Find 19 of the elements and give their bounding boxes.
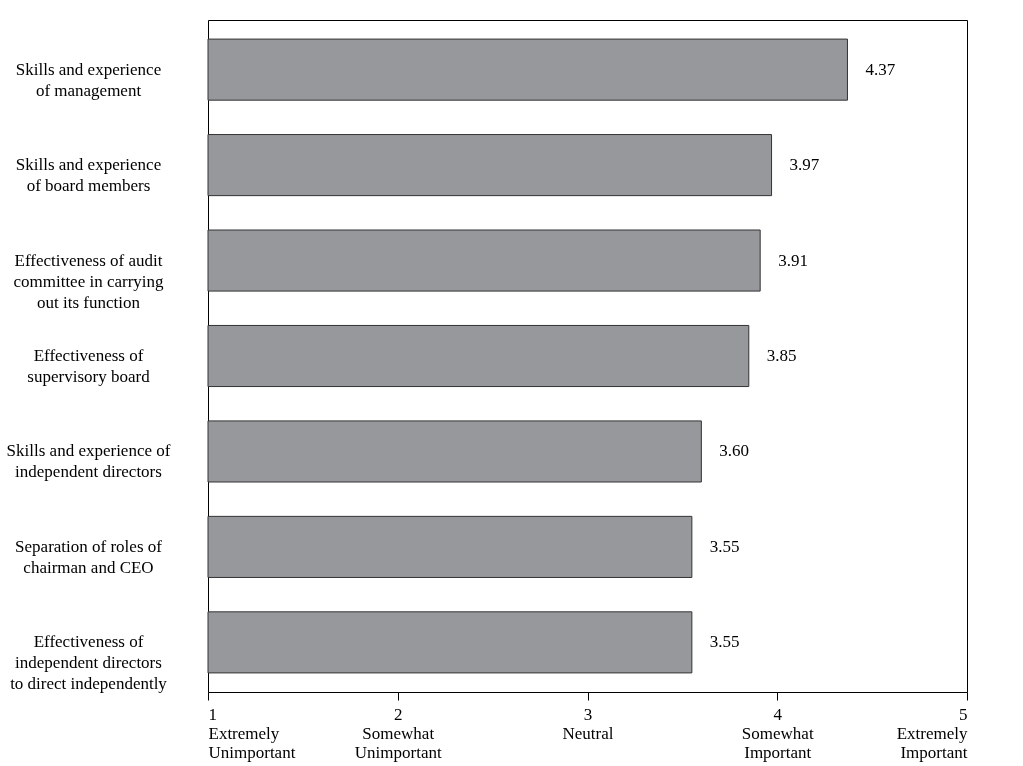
y-tick-label: Effectiveness of supervisory board	[27, 346, 151, 386]
data-label: 3.60	[719, 441, 750, 461]
y-tick-label: Separation of roles of chairman and CEO	[15, 536, 163, 577]
data-label: 3.97	[789, 155, 820, 175]
x-tick-label: 2 Somewhat Unimportant	[354, 704, 442, 762]
x-tick-label: 3 Neutral	[562, 704, 614, 743]
y-tick-label: Effectiveness of independent directors to direct independently	[10, 632, 168, 694]
data-label: 3.55	[709, 632, 740, 652]
y-tick-label: Effectiveness of audit committee in carrying out its function	[13, 250, 165, 312]
y-tick-label: Skills and experience of management	[15, 59, 162, 100]
data-label: 4.37	[865, 59, 896, 79]
x-tick-label: 5 Extremely Important	[896, 704, 968, 762]
y-tick-label: Skills and experience of board members	[15, 155, 162, 196]
x-tick-label: 1 Extremely Unimportant	[208, 704, 296, 762]
data-label: 3.85	[766, 346, 797, 365]
data-label: 3.91	[778, 250, 808, 270]
y-tick-label: Skills and experience of independent directors	[6, 441, 171, 482]
x-tick-label: 4 Somewhat Important	[741, 704, 814, 762]
data-label: 3.55	[709, 536, 740, 556]
